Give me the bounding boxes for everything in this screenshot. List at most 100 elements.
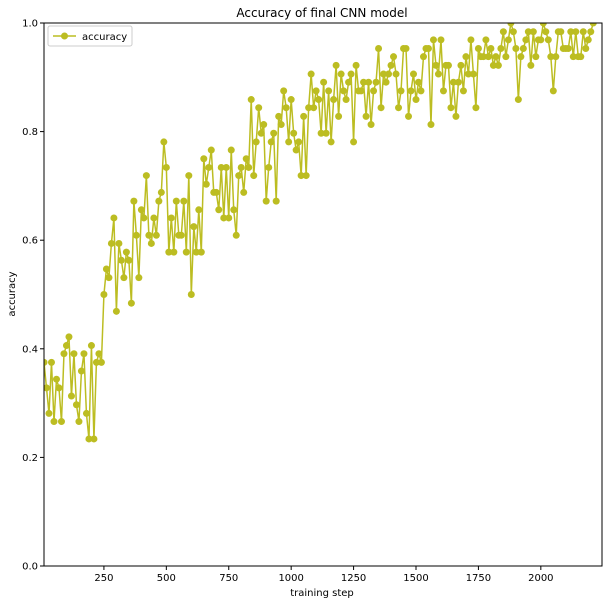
plot-frame: [43, 22, 603, 567]
accuracy-data-point: [140, 214, 148, 222]
accuracy-data-point: [367, 121, 375, 129]
accuracy-data-point: [255, 104, 263, 112]
y-tick-label: 0.4: [22, 344, 38, 355]
accuracy-data-point: [57, 418, 65, 426]
accuracy-data-point: [257, 129, 265, 137]
accuracy-data-point: [105, 274, 113, 282]
accuracy-data-point: [172, 197, 180, 205]
accuracy-data-point: [412, 96, 420, 104]
accuracy-data-point: [302, 172, 310, 180]
accuracy-data-point: [87, 342, 95, 350]
accuracy-data-point: [117, 256, 125, 264]
accuracy-data-point: [275, 112, 283, 120]
accuracy-data-point: [457, 61, 465, 69]
accuracy-data-point: [47, 358, 55, 366]
accuracy-data-point: [300, 112, 308, 120]
accuracy-data-point: [332, 61, 340, 69]
accuracy-data-point: [285, 138, 293, 146]
accuracy-data-point: [419, 53, 427, 61]
accuracy-data-point: [122, 248, 130, 256]
accuracy-data-point: [482, 36, 490, 44]
accuracy-data-point: [237, 163, 245, 171]
accuracy-data-point: [417, 87, 425, 95]
accuracy-data-point: [347, 70, 355, 78]
accuracy-data-point: [402, 45, 410, 53]
accuracy-data-point: [252, 138, 260, 146]
accuracy-data-point: [312, 87, 320, 95]
legend: accuracy: [47, 25, 133, 47]
accuracy-data-point: [459, 87, 467, 95]
accuracy-data-point: [152, 231, 160, 239]
series-accuracy: [44, 23, 597, 443]
accuracy-data-point: [325, 87, 333, 95]
accuracy-data-point: [362, 112, 370, 120]
accuracy-data-point: [207, 146, 215, 154]
accuracy-data-point: [130, 197, 138, 205]
accuracy-data-point: [365, 78, 373, 86]
accuracy-data-point: [45, 409, 53, 417]
accuracy-data-point: [504, 36, 512, 44]
accuracy-data-point: [205, 163, 213, 171]
x-tick-label: 500: [157, 573, 176, 584]
accuracy-data-point: [245, 163, 253, 171]
accuracy-data-point: [467, 36, 475, 44]
x-axis-ticks: 250 500 750 1000 1250 1500 1750 2000: [94, 566, 554, 584]
y-tick-label: 0.2: [22, 453, 38, 464]
accuracy-data-point: [62, 342, 70, 350]
accuracy-data-point: [377, 104, 385, 112]
accuracy-data-point: [447, 104, 455, 112]
y-axis-ticks: 0.0 0.2 0.4 0.6 0.8 1.0: [22, 19, 44, 573]
accuracy-data-point: [350, 138, 358, 146]
accuracy-data-point: [270, 129, 278, 137]
accuracy-data-point: [517, 53, 525, 61]
accuracy-data-point: [97, 358, 105, 366]
accuracy-data-point: [427, 121, 435, 129]
y-tick-label: 0.6: [22, 236, 38, 247]
chart-title: Accuracy of final CNN model: [236, 6, 407, 20]
accuracy-data-point: [330, 96, 338, 104]
accuracy-data-point: [295, 138, 303, 146]
accuracy-data-point: [185, 172, 193, 180]
accuracy-data-point: [65, 333, 73, 341]
accuracy-data-point: [472, 104, 480, 112]
accuracy-data-point: [127, 299, 135, 307]
accuracy-data-point: [544, 36, 552, 44]
accuracy-data-point: [547, 53, 555, 61]
accuracy-data-point: [197, 248, 205, 256]
accuracy-data-point: [44, 358, 48, 366]
accuracy-data-point: [67, 392, 75, 400]
accuracy-data-point: [357, 87, 365, 95]
accuracy-data-point: [469, 70, 477, 78]
accuracy-data-point: [512, 45, 520, 53]
accuracy-data-point: [135, 274, 143, 282]
accuracy-data-point: [290, 129, 298, 137]
accuracy-data-point: [282, 104, 290, 112]
accuracy-data-point: [137, 206, 145, 214]
accuracy-data-point: [462, 53, 470, 61]
accuracy-data-point: [167, 214, 175, 222]
legend-marker-swatch: [61, 32, 68, 40]
accuracy-data-point: [195, 206, 203, 214]
accuracy-data-point: [217, 163, 225, 171]
accuracy-data-point: [220, 214, 228, 222]
x-tick-label: 2000: [528, 573, 553, 584]
accuracy-data-point: [120, 274, 128, 282]
accuracy-data-point: [90, 435, 98, 443]
accuracy-data-point: [95, 350, 103, 358]
accuracy-data-point: [160, 138, 168, 146]
accuracy-data-point: [439, 87, 447, 95]
accuracy-data-point: [464, 70, 472, 78]
accuracy-data-point: [437, 36, 445, 44]
accuracy-data-point: [577, 53, 585, 61]
accuracy-data-point: [250, 172, 258, 180]
accuracy-data-point: [382, 78, 390, 86]
accuracy-data-point: [260, 121, 268, 129]
accuracy-data-point: [200, 155, 208, 163]
accuracy-data-point: [212, 188, 220, 196]
y-tick-label: 0.0: [22, 562, 38, 573]
accuracy-data-point: [397, 87, 405, 95]
accuracy-data-point: [202, 180, 210, 188]
accuracy-data-point: [385, 70, 393, 78]
accuracy-data-point: [322, 129, 330, 137]
